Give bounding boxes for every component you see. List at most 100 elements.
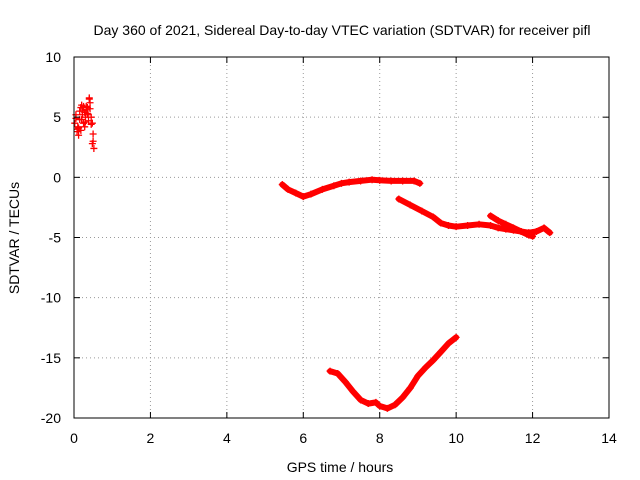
x-tick-label: 14: [601, 430, 617, 446]
data-point: [445, 221, 452, 229]
data-point: [414, 372, 422, 380]
data-point: [464, 221, 472, 229]
data-point: [74, 125, 82, 133]
data-point: [86, 99, 94, 107]
data-point: [494, 224, 502, 232]
data-point: [81, 108, 89, 116]
x-tick-labels: 0 2 4 6 8 10 12 14: [70, 430, 617, 446]
series-track-a: [278, 176, 424, 201]
data-point: [88, 140, 96, 148]
data-point: [77, 126, 85, 134]
y-tick-label: -10: [41, 290, 61, 306]
data-point: [87, 120, 95, 128]
data-point: [387, 177, 395, 185]
data-point: [334, 369, 342, 377]
data-point: [475, 220, 483, 228]
data-point: [75, 131, 83, 139]
series-track-c: [487, 212, 537, 240]
data-point: [502, 220, 510, 228]
data-point: [416, 179, 424, 187]
data-point: [525, 231, 533, 239]
data-point: [437, 348, 445, 356]
x-tick-label: 10: [448, 430, 464, 446]
data-point: [395, 195, 403, 203]
data-point: [78, 116, 86, 124]
series-track-line: [279, 176, 423, 200]
data-point: [445, 339, 452, 347]
axis-ticks: [73, 56, 610, 419]
data-point: [383, 404, 391, 412]
data-point: [429, 213, 437, 221]
data-point: [372, 398, 380, 406]
y-tick-label: -20: [41, 410, 61, 426]
x-tick-label: 8: [376, 430, 384, 446]
series-track-b: [395, 195, 554, 237]
x-tick-label: 6: [299, 430, 307, 446]
data-point: [82, 102, 90, 110]
data-point: [546, 229, 554, 237]
data-point: [90, 144, 98, 152]
data-point: [529, 232, 537, 240]
data-point: [341, 378, 349, 386]
y-axis-label: SDTVAR / TECUs: [6, 182, 22, 294]
data-point: [71, 119, 79, 127]
y-tick-label: 5: [53, 109, 61, 125]
series-track-line: [327, 334, 460, 412]
data-point: [299, 193, 307, 201]
data-point: [494, 217, 502, 225]
data-point: [410, 177, 418, 185]
data-point: [326, 367, 334, 375]
data-point: [357, 396, 365, 404]
data-point: [399, 177, 407, 185]
data-point: [81, 123, 89, 131]
data-point: [85, 94, 93, 102]
y-tick-label: 10: [45, 49, 61, 65]
data-point: [88, 119, 96, 127]
data-point: [376, 402, 384, 410]
data-point: [85, 117, 93, 125]
data-point: [338, 179, 345, 187]
data-point: [357, 177, 365, 185]
chart-title: Day 360 of 2021, Sidereal Day-to-day VTE…: [94, 22, 591, 38]
data-point: [364, 400, 372, 408]
y-tick-label: -15: [41, 350, 61, 366]
data-point: [406, 201, 414, 209]
data-point: [284, 185, 292, 193]
data-point: [86, 105, 94, 113]
series-track-line: [395, 196, 553, 236]
x-axis-label: GPS time / hours: [287, 459, 394, 475]
data-point: [437, 219, 445, 227]
data-point: [345, 178, 353, 186]
data-point: [72, 114, 80, 122]
data-point: [318, 185, 326, 193]
x-tick-label: 0: [70, 430, 78, 446]
data-point: [307, 190, 315, 198]
data-point: [540, 224, 548, 232]
data-point: [81, 118, 89, 126]
data-point: [76, 107, 84, 115]
data-point: [278, 181, 286, 189]
data-point: [509, 224, 517, 232]
data-point: [452, 223, 460, 231]
x-tick-label: 4: [223, 430, 231, 446]
data-point: [89, 130, 97, 138]
data-point: [391, 401, 399, 409]
data-point: [368, 176, 376, 184]
data-point: [399, 394, 407, 402]
data-point: [487, 212, 495, 220]
data-point: [349, 388, 357, 396]
data-point: [330, 182, 338, 190]
data-point: [87, 113, 95, 121]
y-tick-labels: -20 -15 -10 -5 0 5 10: [41, 49, 61, 426]
data-point: [418, 207, 426, 215]
data-point: [532, 227, 540, 235]
data-point: [376, 176, 384, 184]
data-point: [517, 227, 525, 235]
y-tick-label: -5: [49, 230, 62, 246]
plot-points: [71, 94, 554, 412]
x-tick-label: 2: [147, 430, 155, 446]
data-point: [429, 356, 437, 364]
data-point: [422, 363, 430, 371]
series-cluster-early: [71, 94, 98, 152]
y-tick-label: 0: [53, 169, 61, 185]
